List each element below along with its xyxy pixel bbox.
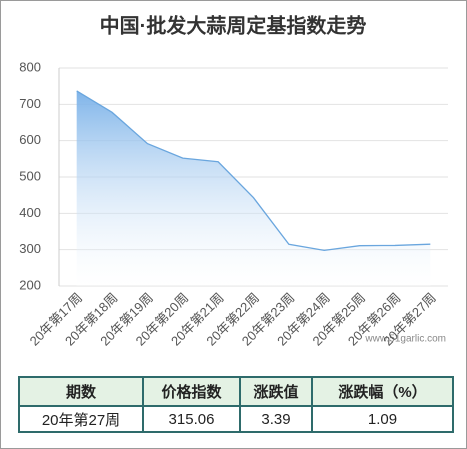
cell: 20年第27周	[18, 405, 144, 433]
header-cell: 价格指数	[142, 376, 241, 407]
chart: 中国·批发大蒜周定基指数走势 www.51garlic.com 200 300 40…	[19, 13, 448, 349]
y-tick-label: 700	[19, 96, 41, 111]
cell: 315.06	[142, 405, 241, 433]
y-tick-label: 500	[19, 168, 41, 183]
data-table: 期数 价格指数 涨跌值 涨跌幅（%） 20年第27周 315.06 3.39 1…	[18, 376, 454, 433]
chart-title: 中国·批发大蒜周定基指数走势	[100, 13, 367, 37]
header-cell: 涨跌幅（%）	[311, 376, 454, 407]
header-cell: 涨跌值	[239, 376, 313, 407]
y-tick-label: 600	[19, 132, 41, 147]
line	[76, 90, 431, 252]
y-tick-label: 400	[19, 205, 41, 220]
area	[76, 90, 431, 286]
y-tick-label: 800	[19, 59, 41, 74]
y-tick-label: 300	[19, 241, 41, 256]
watermark: www.51garlic.com	[364, 334, 446, 345]
y-tick-label: 200	[19, 277, 41, 292]
header-cell: 期数	[18, 376, 144, 407]
cell: 1.09	[311, 405, 454, 433]
cell: 3.39	[239, 405, 313, 433]
